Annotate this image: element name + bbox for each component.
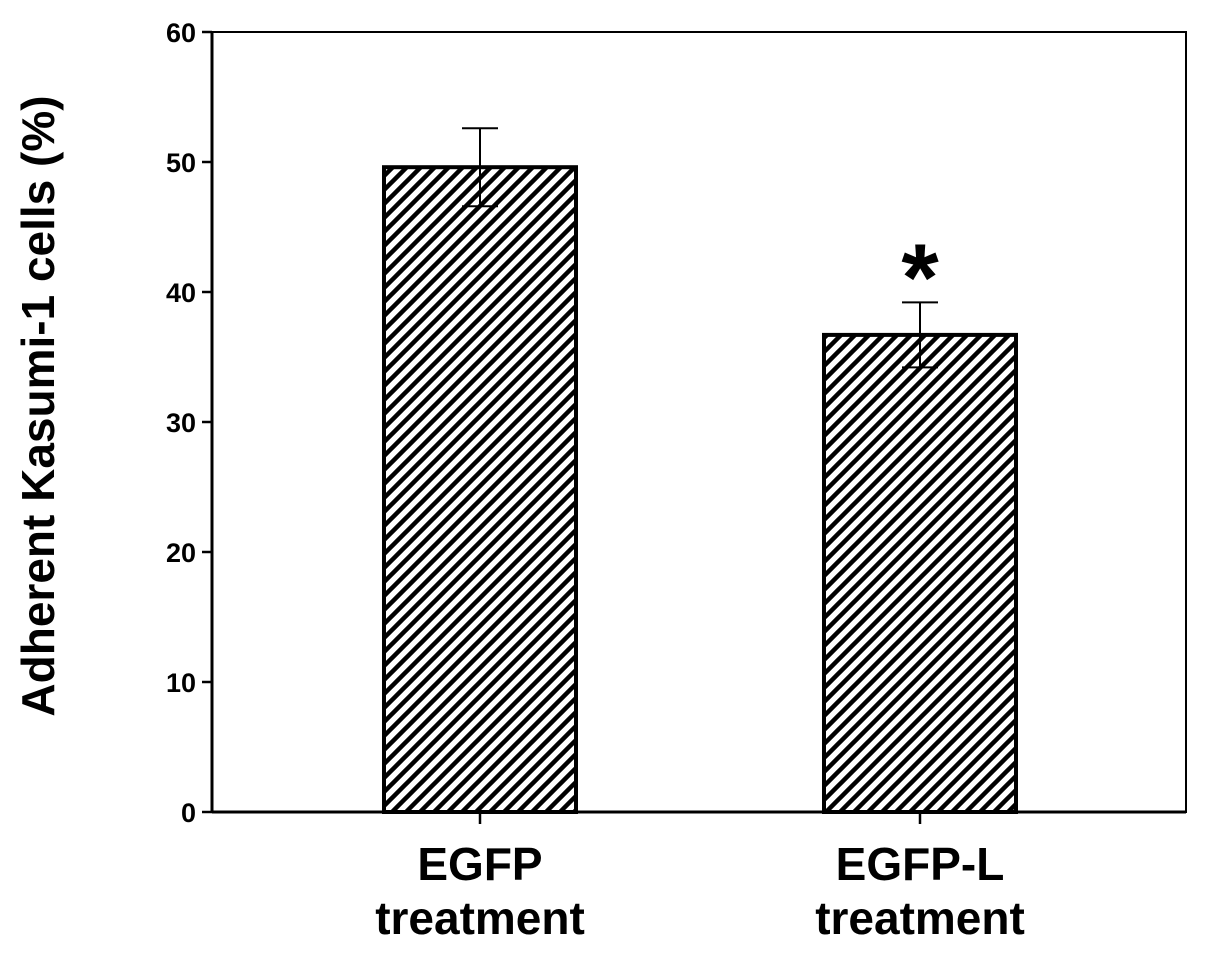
plot-frame [211,31,1187,813]
y-tick-label: 50 [166,148,196,178]
y-tick-label: 40 [166,278,196,308]
x-category-label: EGFP [417,838,542,890]
plot-area: 0102030405060EGFPtreatmentEGFP-Ltreatmen… [166,18,1187,944]
x-category-label: treatment [375,892,585,944]
bar [382,165,578,814]
x-category-label: EGFP-L [836,838,1005,890]
significance-marker: * [901,224,939,331]
y-tick-label: 60 [166,18,196,48]
y-tick-label: 10 [166,668,196,698]
bar [822,332,1018,814]
y-axis-title: Adherent Kasumi-1 cells (%) [12,95,64,716]
y-tick-label: 0 [181,798,196,828]
y-tick-label: 20 [166,538,196,568]
x-category-label: treatment [815,892,1025,944]
y-tick-label: 30 [166,408,196,438]
